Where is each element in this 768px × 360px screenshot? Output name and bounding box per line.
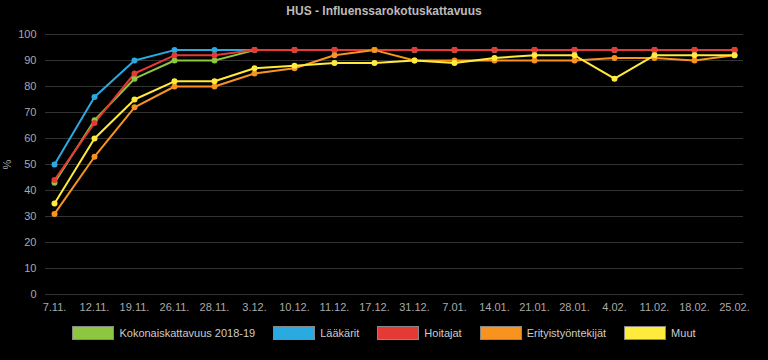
svg-text:70: 70 xyxy=(24,106,36,118)
svg-text:10: 10 xyxy=(24,262,36,274)
html-text:Lääkärit: Lääkärit xyxy=(320,327,360,339)
svg-text:50: 50 xyxy=(24,158,36,170)
svg-text:19.11.: 19.11. xyxy=(120,301,150,313)
svg-text:28.01.: 28.01. xyxy=(559,301,590,313)
html-text:HUS - Influenssarokotuskattavu: HUS - Influenssarokotuskattavuus xyxy=(286,4,482,18)
svg-text:%: % xyxy=(1,159,13,169)
svg-text:11.12.: 11.12. xyxy=(320,301,350,313)
svg-text:7.01.: 7.01. xyxy=(442,301,466,313)
html-text:Kokonaiskattavuus 2018-19: Kokonaiskattavuus 2018-19 xyxy=(119,327,256,339)
svg-text:11.02.: 11.02. xyxy=(640,301,670,313)
svg-text:7.11.: 7.11. xyxy=(43,301,67,313)
svg-text:60: 60 xyxy=(24,132,36,144)
svg-text:25.02.: 25.02. xyxy=(719,301,750,313)
html-text:Muut: Muut xyxy=(671,327,696,339)
svg-text:18.02.: 18.02. xyxy=(679,301,710,313)
svg-text:10.12.: 10.12. xyxy=(279,301,310,313)
svg-text:20: 20 xyxy=(24,236,36,248)
svg-text:21.01.: 21.01. xyxy=(519,301,550,313)
svg-text:14.01.: 14.01. xyxy=(479,301,510,313)
svg-text:3.12.: 3.12. xyxy=(242,301,266,313)
svg-text:12.11.: 12.11. xyxy=(80,301,110,313)
svg-text:4.02.: 4.02. xyxy=(602,301,626,313)
svg-text:90: 90 xyxy=(24,54,36,66)
svg-text:17.12.: 17.12. xyxy=(359,301,390,313)
svg-text:31.12.: 31.12. xyxy=(399,301,430,313)
svg-text:0: 0 xyxy=(30,288,36,300)
svg-text:80: 80 xyxy=(24,80,36,92)
svg-text:28.11.: 28.11. xyxy=(200,301,230,313)
svg-text:30: 30 xyxy=(24,210,36,222)
html-text:Erityistyöntekijät: Erityistyöntekijät xyxy=(526,327,607,339)
svg-text:40: 40 xyxy=(24,184,36,196)
svg-text:26.11.: 26.11. xyxy=(160,301,190,313)
html-text:Hoitajat: Hoitajat xyxy=(424,327,462,339)
svg-text:100: 100 xyxy=(18,28,36,40)
